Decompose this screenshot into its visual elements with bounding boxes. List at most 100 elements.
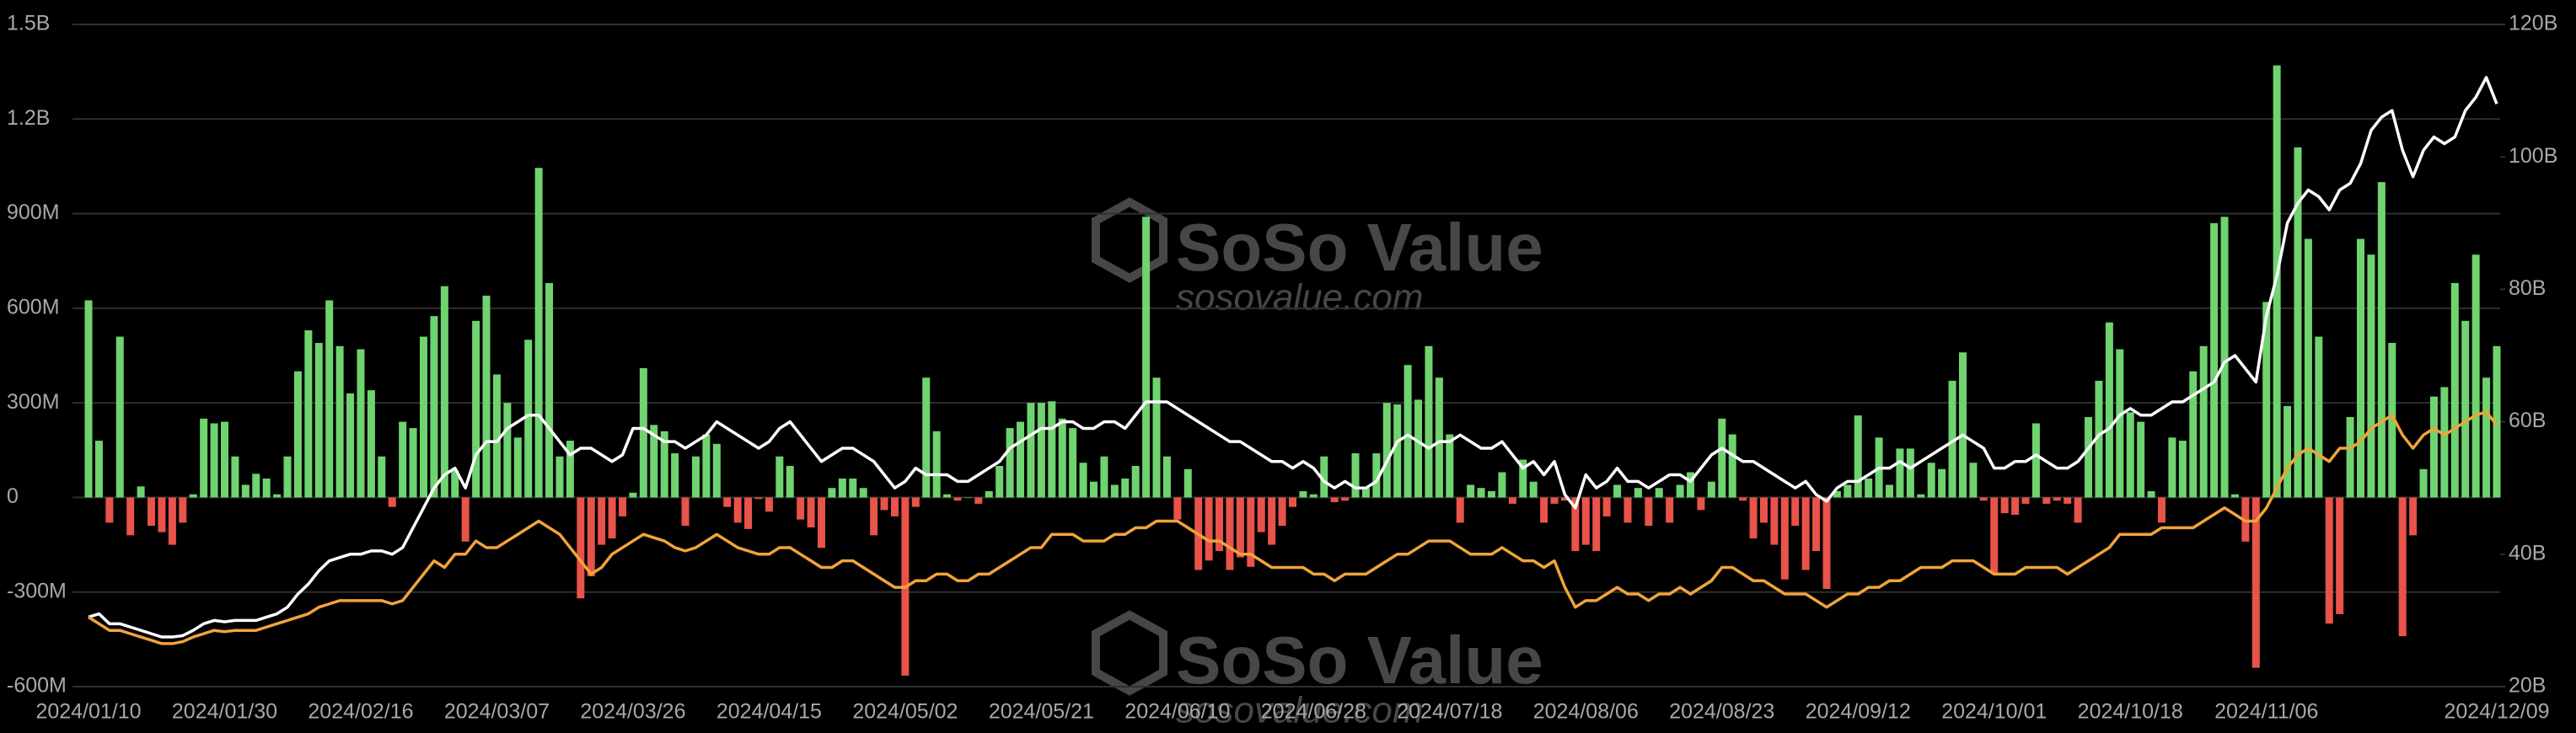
bar [555, 456, 564, 498]
x-tick-label: 2024/08/23 [1669, 700, 1774, 724]
bar [2074, 497, 2082, 523]
bar [932, 431, 941, 498]
x-tick-label: 2024/09/12 [1806, 700, 1911, 724]
bar [2042, 497, 2051, 504]
bar [2021, 497, 2030, 504]
bar [1770, 497, 1779, 545]
bar [210, 423, 218, 498]
bar [1017, 421, 1025, 498]
bar [1634, 488, 1642, 498]
watermark-logo [1092, 197, 1167, 283]
bar [357, 349, 365, 498]
bar [1780, 497, 1789, 580]
bar [974, 497, 983, 504]
bar [2011, 497, 2020, 516]
bar [2220, 217, 2229, 498]
x-tick-label: 2024/01/30 [172, 700, 277, 724]
bar [503, 403, 512, 498]
bar [293, 371, 302, 498]
bar [1990, 497, 1999, 574]
bar [1268, 497, 1276, 545]
bar [1697, 497, 1705, 511]
bar [660, 431, 668, 498]
bar [733, 497, 742, 523]
bar [1006, 428, 1014, 498]
bar [723, 497, 732, 507]
bar [2440, 387, 2449, 498]
bar [2053, 497, 2061, 501]
bar [1403, 365, 1412, 498]
bar [2000, 497, 2009, 514]
bar [1330, 497, 1339, 503]
bar [1854, 415, 1862, 498]
bar [1089, 481, 1097, 498]
bar [859, 488, 867, 498]
bar [566, 441, 574, 498]
bar [2178, 441, 2187, 498]
bar [2419, 468, 2428, 498]
bar [2471, 254, 2480, 498]
bar [1948, 380, 1956, 498]
bar [1110, 484, 1119, 498]
bar [2398, 497, 2407, 637]
bar [671, 453, 679, 498]
bar [367, 390, 375, 498]
bar [807, 497, 815, 527]
bar [1027, 403, 1035, 498]
bar [1488, 490, 1496, 498]
bar [1100, 456, 1108, 498]
y2-tick-label: 120B [2509, 12, 2557, 35]
bar [472, 320, 480, 498]
bar [870, 497, 878, 536]
bar [650, 425, 658, 498]
x-tick-label: 2024/10/01 [1941, 700, 2047, 724]
x-tick-label: 2024/08/06 [1533, 700, 1639, 724]
bar [2251, 497, 2260, 668]
x-tick-label: 2024/04/15 [716, 700, 822, 724]
y2-tick-label: 40B [2509, 541, 2546, 564]
bar [137, 486, 145, 498]
bar [94, 441, 103, 498]
bar [2336, 497, 2344, 614]
bar [1886, 484, 1894, 498]
bar [1508, 497, 1516, 504]
bar [1759, 497, 1768, 523]
watermark-logo [1092, 610, 1167, 696]
watermark: SoSo Value sosovalue.com SoSo Value soso… [1092, 197, 1543, 731]
x-tick-label: 2024/12/09 [2444, 700, 2549, 724]
bar [880, 497, 888, 511]
bar [754, 497, 763, 500]
bar [1152, 377, 1161, 498]
x-tick-label: 2024/05/02 [852, 700, 958, 724]
bar [1498, 472, 1506, 498]
bar [1414, 399, 1423, 498]
bar [1687, 472, 1695, 498]
bar [2147, 490, 2155, 498]
bar [2262, 302, 2271, 498]
bar [577, 497, 585, 599]
bar [996, 466, 1004, 498]
bar [252, 474, 260, 498]
y-tick-label: 600M [7, 295, 60, 318]
x-tick-label: 2024/11/06 [2214, 700, 2318, 724]
bar [2284, 405, 2292, 498]
bar [492, 374, 501, 498]
bar [2158, 497, 2166, 523]
bar [1979, 497, 1988, 501]
x-tick-label: 2024/06/28 [1261, 700, 1366, 724]
bar [1079, 463, 1087, 498]
bar [461, 497, 470, 542]
bar [587, 497, 595, 576]
bar [1833, 490, 1841, 498]
watermark-title: SoSo Value [1176, 210, 1543, 285]
bar [148, 497, 156, 527]
bar [911, 497, 920, 507]
bar [608, 497, 616, 539]
y-tick-label: 900M [7, 201, 60, 224]
bar [1173, 497, 1182, 520]
bar [2095, 380, 2103, 498]
bar [388, 497, 396, 507]
y-tick-label: -300M [7, 579, 67, 602]
bar [1938, 468, 1946, 498]
